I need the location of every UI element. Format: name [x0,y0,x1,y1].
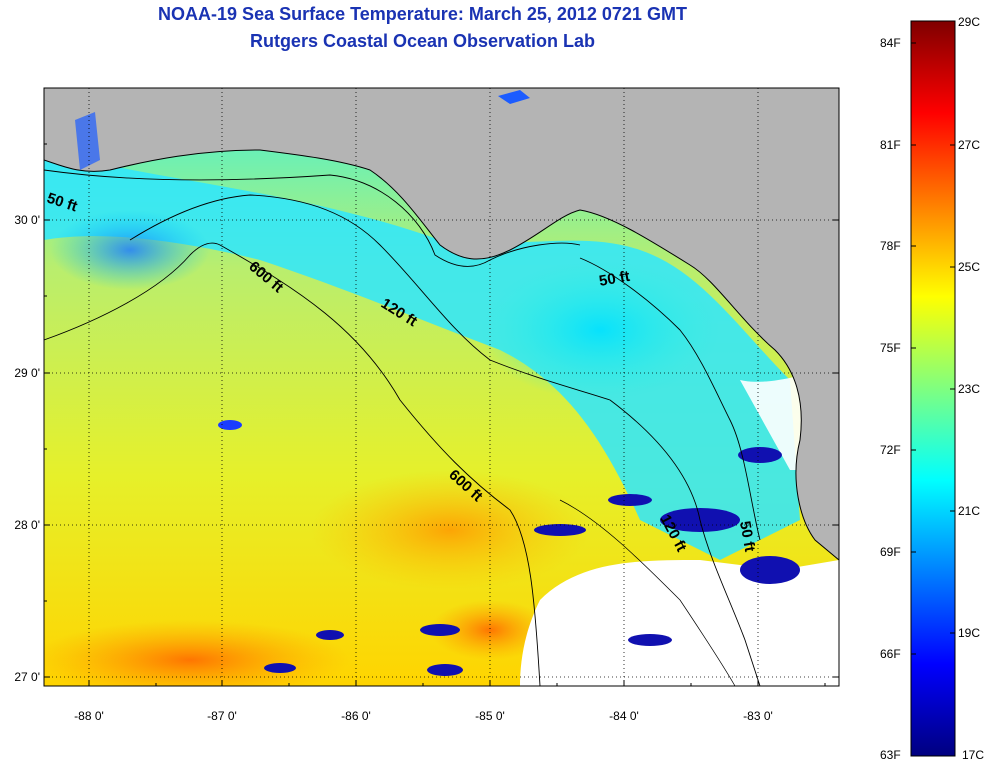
map-subtitle: Rutgers Coastal Ocean Observation Lab [249,31,596,51]
colorbar-label-f: 66F [880,647,901,661]
longitude-label: -83 0' [743,709,773,723]
contour-shelf-edge [559,499,736,686]
colorbar-label-c: 23C [958,382,981,396]
latitude-label: 27 0' [14,670,40,684]
contour-label: 50 ft [736,520,758,553]
warm-patch [430,600,550,660]
longitude-label: -84 0' [609,709,639,723]
colorbar-label-c: 25C [958,260,981,274]
contour-label: 50 ft [598,268,631,290]
cool-patch [50,210,210,290]
colorbar-label-f: 78F [880,239,901,253]
sst-field [44,88,839,686]
colorbar-label-f: 69F [880,545,901,559]
warm-patch [310,470,590,590]
colorbar-ticks [911,42,955,655]
cool-spot [218,420,242,430]
map-title: NOAA-19 Sea Surface Temperature: March 2… [158,4,687,24]
colorbar-label-f: 84F [880,36,901,50]
warm-patch [44,620,350,686]
longitude-label: -87 0' [207,709,237,723]
longitude-label: -88 0' [74,709,104,723]
latitude-label: 29 0' [14,366,40,380]
cloud-edge-artifacts [264,447,800,676]
tick-marks [44,143,839,686]
longitude-label: -85 0' [475,709,505,723]
colorbar-label-f: 72F [880,443,901,457]
colorbar-label-c: 27C [958,138,981,152]
colorbar-label-f: 75F [880,341,901,355]
cool-patch [480,260,720,400]
inland-lake [498,90,530,104]
longitude-label: -86 0' [341,709,371,723]
latitude-label: 28 0' [14,518,40,532]
contour-600ft [44,242,541,686]
bay-water [75,112,100,170]
land-mass [44,88,839,560]
coastline [44,149,839,561]
cloud-mask [520,560,839,686]
map-frame [43,87,840,687]
colorbar-label-c: 19C [958,626,981,640]
colorbar-label-c: 21C [958,504,981,518]
graticule [44,88,839,686]
colorbar [910,20,956,757]
contour-50ft [44,169,581,267]
colorbar-label-c: 17C [962,748,985,762]
colorbar-label-c: 29C [958,15,981,29]
colorbar-label-f: 81F [880,138,901,152]
latitude-label: 30 0' [14,213,40,227]
colorbar-label-f: 63F [880,748,901,762]
contour-50ft [579,257,761,541]
